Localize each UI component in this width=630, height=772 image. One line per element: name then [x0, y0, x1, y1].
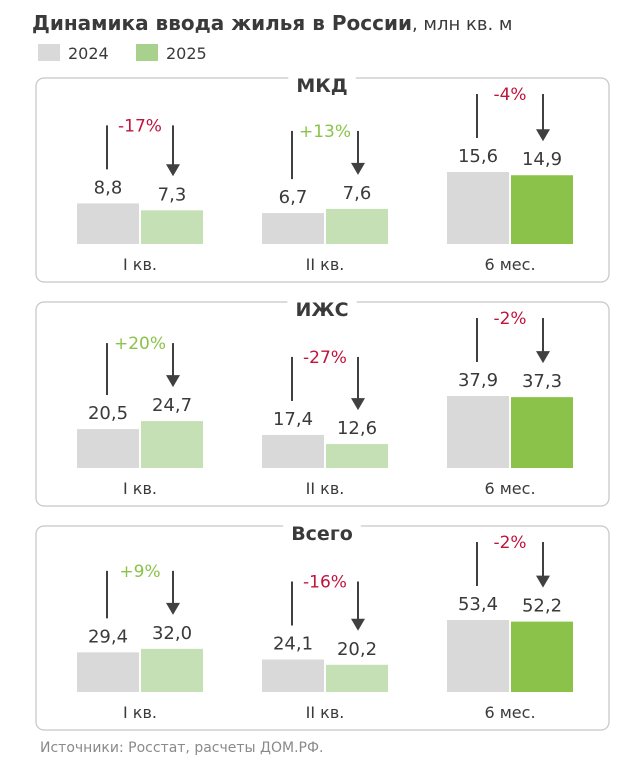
bar-2024 — [77, 652, 139, 692]
arrow-down-icon — [536, 351, 550, 364]
category-label: II кв. — [306, 703, 345, 722]
arrow-down-icon — [351, 618, 365, 631]
value-label-2025: 12,6 — [337, 418, 377, 439]
change-label: +13% — [299, 122, 351, 142]
legend-label-2025: 2025 — [166, 44, 207, 63]
bar-2025 — [511, 397, 573, 468]
panel-2: Всего 29,4 32,0 I кв. +9% 24,1 20,2 II кв. -16% 5… — [35, 523, 610, 731]
bar-2024 — [447, 396, 509, 468]
bar-2025 — [326, 664, 388, 692]
change-label: -4% — [493, 85, 526, 105]
category-label: 6 мес. — [484, 255, 535, 274]
legend-swatch-2025 — [136, 44, 158, 61]
panel-title-gap — [283, 524, 361, 530]
value-label-2024: 29,4 — [88, 626, 128, 647]
chart-title: Динамика ввода жилья в России, млн кв. м — [32, 11, 513, 35]
arrow-down-icon — [351, 162, 365, 175]
value-label-2024: 24,1 — [273, 634, 313, 655]
change-label: -27% — [303, 348, 347, 368]
bar-2024 — [77, 429, 139, 468]
category-label: 6 мес. — [484, 703, 535, 722]
category-label: I кв. — [123, 703, 157, 722]
value-label-2024: 17,4 — [273, 409, 313, 430]
bar-2024 — [77, 203, 139, 244]
arrow-down-icon — [536, 575, 550, 588]
value-label-2024: 8,8 — [94, 177, 123, 198]
panel-1: ИЖС 20,5 24,7 I кв. +20% 17,4 12,6 II кв. -27% 37… — [35, 299, 610, 507]
category-label: II кв. — [306, 479, 345, 498]
bar-2025 — [326, 444, 388, 468]
value-label-2025: 14,9 — [522, 149, 562, 170]
arrow-down-icon — [536, 129, 550, 142]
arrow-down-icon — [351, 398, 365, 411]
change-label: +9% — [119, 562, 160, 582]
bar-2024 — [447, 620, 509, 692]
panel-0: МКД 8,8 7,3 I кв. -17% 6,7 7,6 II кв. +13% 15,6 14… — [35, 75, 610, 283]
category-label: 6 мес. — [484, 479, 535, 498]
arrow-down-icon — [166, 164, 180, 177]
value-label-2025: 20,2 — [337, 639, 377, 660]
panel-title: МКД — [296, 75, 347, 97]
value-label-2025: 37,3 — [522, 371, 562, 392]
legend: 2024 2025 — [38, 44, 207, 63]
panel-title: Всего — [291, 523, 353, 545]
bar-2024 — [447, 172, 509, 244]
panels: МКД 8,8 7,3 I кв. -17% 6,7 7,6 II кв. +13% 15,6 14… — [35, 75, 610, 731]
bar-2025 — [511, 175, 573, 244]
change-label: -2% — [493, 533, 526, 553]
source-note: Источники: Росстат, расчеты ДОМ.РФ. — [40, 740, 323, 756]
legend-label-2024: 2024 — [68, 44, 109, 63]
value-label-2024: 6,7 — [279, 187, 308, 208]
value-label-2024: 20,5 — [88, 403, 128, 424]
value-label-2024: 53,4 — [458, 594, 498, 615]
value-label-2024: 37,9 — [458, 370, 498, 391]
bar-2025 — [141, 421, 203, 468]
bar-2025 — [511, 621, 573, 692]
arrow-down-icon — [166, 375, 180, 388]
bar-2025 — [326, 208, 388, 244]
bar-2024 — [262, 213, 324, 244]
legend-swatch-2024 — [38, 44, 60, 61]
value-label-2025: 7,3 — [158, 184, 187, 205]
category-label: II кв. — [306, 255, 345, 274]
bar-2025 — [141, 648, 203, 692]
chart-title-main: Динамика ввода жилья в России — [32, 11, 412, 35]
category-label: I кв. — [123, 479, 157, 498]
change-label: -17% — [118, 116, 162, 136]
category-label: I кв. — [123, 255, 157, 274]
arrow-down-icon — [166, 602, 180, 615]
change-label: -16% — [303, 573, 347, 593]
value-label-2025: 52,2 — [522, 596, 562, 617]
bar-2024 — [262, 659, 324, 692]
value-label-2025: 32,0 — [152, 623, 192, 644]
bar-2024 — [262, 434, 324, 468]
chart-title-units: , млн кв. м — [412, 14, 513, 35]
bar-2025 — [141, 210, 203, 244]
value-label-2025: 7,6 — [343, 183, 372, 204]
value-label-2024: 15,6 — [458, 146, 498, 167]
panel-title-gap — [287, 300, 357, 306]
panel-title: ИЖС — [295, 299, 348, 321]
value-label-2025: 24,7 — [152, 395, 192, 416]
change-label: +20% — [114, 334, 166, 354]
change-label: -2% — [493, 309, 526, 329]
panel-title-gap — [288, 76, 356, 82]
